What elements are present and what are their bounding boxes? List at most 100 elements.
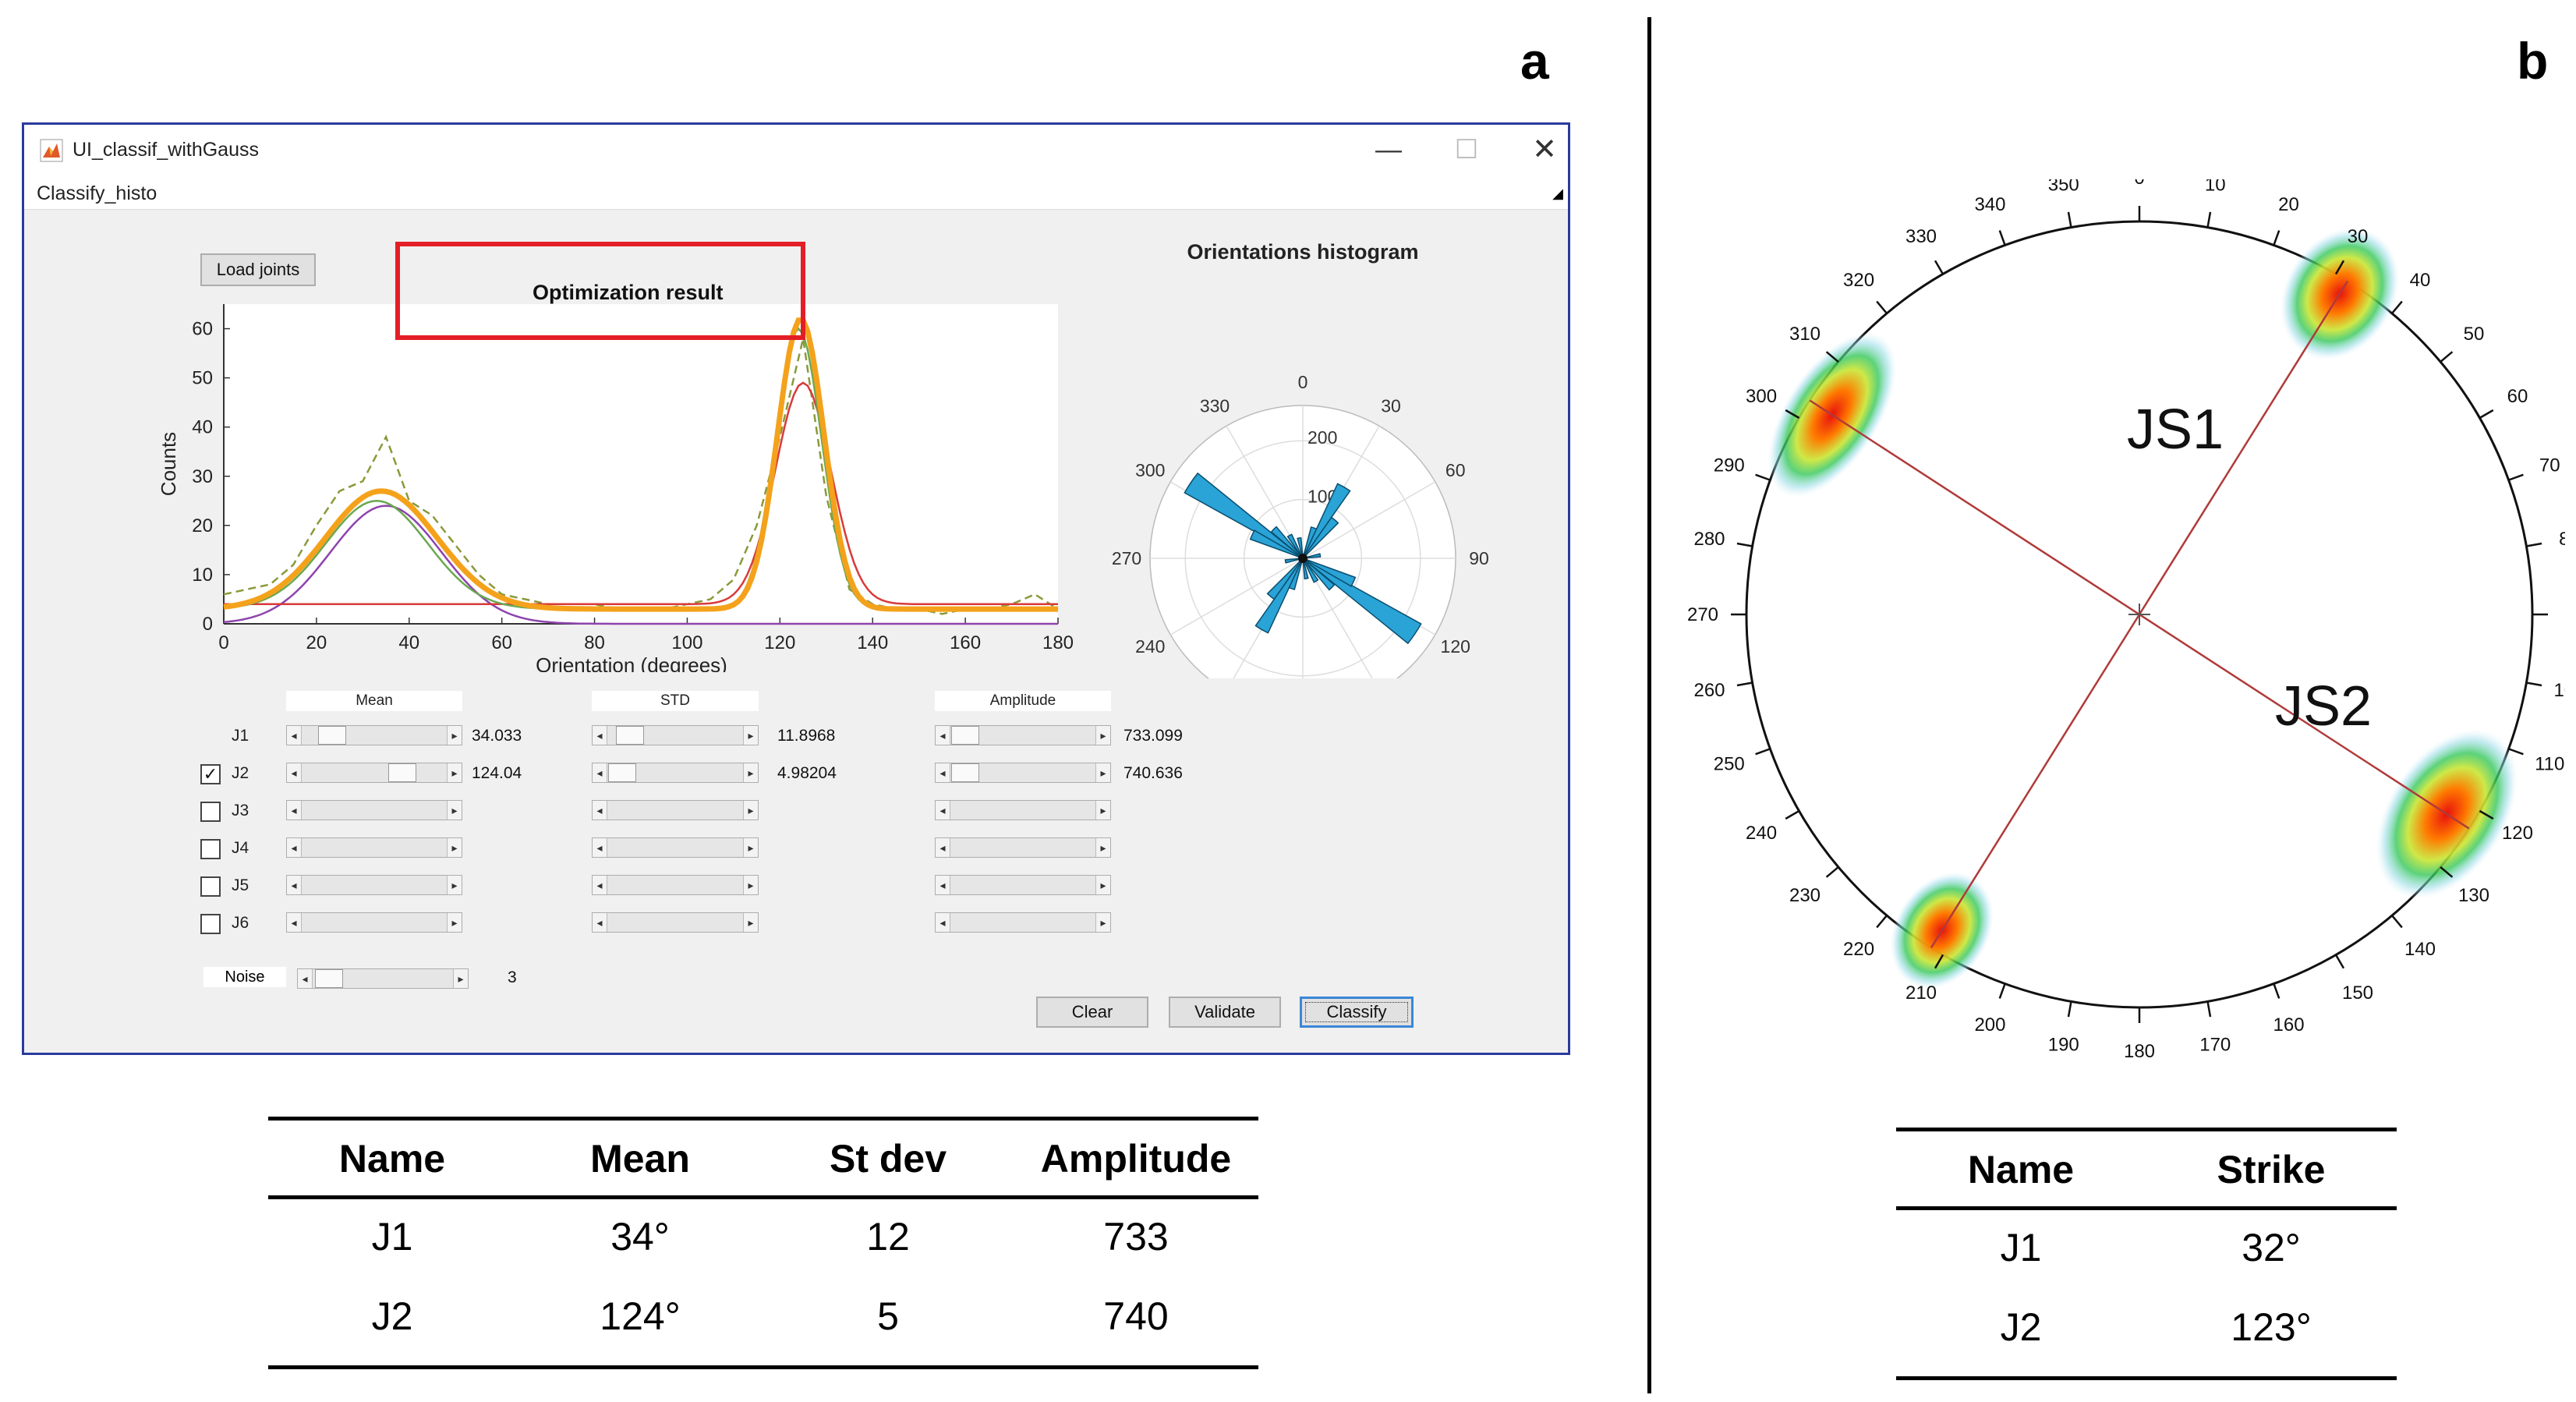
slider-left-arrow-icon[interactable]: ◂ [287, 763, 302, 782]
maximize-button[interactable]: ☐ [1454, 135, 1479, 165]
slider-right-arrow-icon[interactable]: ▸ [1095, 838, 1110, 857]
slider-right-arrow-icon[interactable]: ▸ [447, 838, 462, 857]
stereonet-tick [2273, 983, 2281, 999]
slider-right-arrow-icon[interactable]: ▸ [743, 726, 758, 745]
mean-slider-j1[interactable]: ◂ ▸ [286, 725, 462, 745]
gaussian-fit-chart: 0 20 40 60 80 100 120 140 160 180 0 10 20 30 40 50 60 Ori… [157, 304, 1074, 672]
x-tick-label: 40 [398, 632, 419, 653]
amplitude-value-j2: 740.636 [1123, 764, 1183, 782]
stereonet-tick-label: 150 [2342, 982, 2373, 1004]
menu-classify-histo[interactable]: Classify_histo [37, 182, 157, 204]
stereonet-tick-label: 200 [1974, 1014, 2005, 1036]
rose-bar [1302, 483, 1351, 559]
slider-left-arrow-icon[interactable]: ◂ [936, 838, 950, 857]
noise-slider[interactable]: ◂ ▸ [297, 968, 469, 989]
table-a-cell: 124° [600, 1294, 681, 1338]
std-slider-j1[interactable]: ◂ ▸ [592, 725, 759, 745]
stereonet-tick [1736, 542, 1753, 547]
rose-angle-label: 120 [1441, 636, 1470, 657]
rose-center [1298, 554, 1307, 563]
std-slider-j3[interactable]: ◂ ▸ [592, 800, 759, 820]
slider-right-arrow-icon[interactable]: ▸ [447, 763, 462, 782]
slider-left-arrow-icon[interactable]: ◂ [936, 726, 950, 745]
std-slider-j2[interactable]: ◂ ▸ [592, 763, 759, 783]
slider-left-arrow-icon[interactable]: ◂ [287, 726, 302, 745]
classify-button[interactable]: Classify [1300, 997, 1414, 1028]
slider-left-arrow-icon[interactable]: ◂ [298, 969, 313, 988]
x-tick-label: 100 [671, 632, 702, 653]
load-joints-button[interactable]: Load joints [200, 253, 316, 286]
mean-slider-j3[interactable]: ◂ ▸ [286, 800, 462, 820]
slider-right-arrow-icon[interactable]: ▸ [743, 763, 758, 782]
checkbox-j2[interactable]: ✓ [200, 764, 221, 784]
slider-left-arrow-icon[interactable]: ◂ [287, 801, 302, 820]
mean-slider-j6[interactable]: ◂ ▸ [286, 912, 462, 933]
rose-angle-label: 300 [1135, 460, 1165, 480]
slider-right-arrow-icon[interactable]: ▸ [1095, 876, 1110, 894]
std-slider-j5[interactable]: ◂ ▸ [592, 875, 759, 895]
mean-slider-j2[interactable]: ◂ ▸ [286, 763, 462, 783]
slider-right-arrow-icon[interactable]: ▸ [1095, 726, 1110, 745]
rose-spoke [1169, 558, 1304, 636]
slider-right-arrow-icon[interactable]: ▸ [743, 801, 758, 820]
slider-left-arrow-icon[interactable]: ◂ [936, 913, 950, 932]
slider-right-arrow-icon[interactable]: ▸ [447, 726, 462, 745]
slider-left-arrow-icon[interactable]: ◂ [936, 801, 950, 820]
slider-right-arrow-icon[interactable]: ▸ [447, 913, 462, 932]
rose-radial-label: 200 [1307, 427, 1337, 448]
slider-thumb[interactable] [318, 726, 346, 745]
amplitude-slider-j6[interactable]: ◂ ▸ [935, 912, 1111, 933]
slider-right-arrow-icon[interactable]: ▸ [743, 913, 758, 932]
stereonet-tick-label: 80 [2559, 529, 2565, 550]
stereonet-tick-label: 210 [1905, 982, 1937, 1004]
slider-thumb[interactable] [951, 726, 979, 745]
slider-thumb[interactable] [388, 763, 416, 782]
amplitude-slider-j4[interactable]: ◂ ▸ [935, 837, 1111, 858]
validate-button[interactable]: Validate [1169, 997, 1281, 1028]
amplitude-slider-j3[interactable]: ◂ ▸ [935, 800, 1111, 820]
slider-left-arrow-icon[interactable]: ◂ [593, 838, 607, 857]
checkbox-j3[interactable] [200, 802, 221, 822]
mean-column-header: Mean [286, 691, 462, 711]
slider-right-arrow-icon[interactable]: ▸ [1095, 763, 1110, 782]
slider-right-arrow-icon[interactable]: ▸ [743, 838, 758, 857]
stereonet-tick-label: 330 [1905, 226, 1937, 247]
slider-left-arrow-icon[interactable]: ◂ [287, 913, 302, 932]
slider-left-arrow-icon[interactable]: ◂ [593, 876, 607, 894]
slider-left-arrow-icon[interactable]: ◂ [287, 876, 302, 894]
title-bar[interactable]: UI_classif_withGauss — ☐ ✕ [24, 125, 1568, 175]
x-tick-label: 80 [584, 632, 605, 653]
slider-right-arrow-icon[interactable]: ▸ [447, 801, 462, 820]
slider-left-arrow-icon[interactable]: ◂ [936, 876, 950, 894]
slider-left-arrow-icon[interactable]: ◂ [593, 763, 607, 782]
amplitude-slider-j5[interactable]: ◂ ▸ [935, 875, 1111, 895]
slider-left-arrow-icon[interactable]: ◂ [593, 801, 607, 820]
slider-right-arrow-icon[interactable]: ▸ [447, 876, 462, 894]
slider-left-arrow-icon[interactable]: ◂ [593, 913, 607, 932]
amplitude-slider-j2[interactable]: ◂ ▸ [935, 763, 1111, 783]
mean-slider-j4[interactable]: ◂ ▸ [286, 837, 462, 858]
slider-right-arrow-icon[interactable]: ▸ [453, 969, 468, 988]
slider-right-arrow-icon[interactable]: ▸ [1095, 801, 1110, 820]
x-tick-label: 20 [306, 632, 327, 653]
slider-right-arrow-icon[interactable]: ▸ [743, 876, 758, 894]
slider-left-arrow-icon[interactable]: ◂ [287, 838, 302, 857]
stereonet-tick [2391, 915, 2403, 929]
std-slider-j6[interactable]: ◂ ▸ [592, 912, 759, 933]
slider-right-arrow-icon[interactable]: ▸ [1095, 913, 1110, 932]
std-slider-j4[interactable]: ◂ ▸ [592, 837, 759, 858]
slider-left-arrow-icon[interactable]: ◂ [936, 763, 950, 782]
checkbox-j6[interactable] [200, 914, 221, 934]
clear-button[interactable]: Clear [1036, 997, 1148, 1028]
slider-thumb[interactable] [608, 763, 636, 782]
slider-thumb[interactable] [315, 969, 343, 988]
checkbox-j4[interactable] [200, 839, 221, 859]
minimize-button[interactable]: — [1375, 135, 1402, 165]
slider-thumb[interactable] [951, 763, 979, 782]
checkbox-j5[interactable] [200, 876, 221, 897]
mean-slider-j5[interactable]: ◂ ▸ [286, 875, 462, 895]
slider-thumb[interactable] [616, 726, 644, 745]
close-button[interactable]: ✕ [1532, 133, 1557, 166]
amplitude-slider-j1[interactable]: ◂ ▸ [935, 725, 1111, 745]
slider-left-arrow-icon[interactable]: ◂ [593, 726, 607, 745]
